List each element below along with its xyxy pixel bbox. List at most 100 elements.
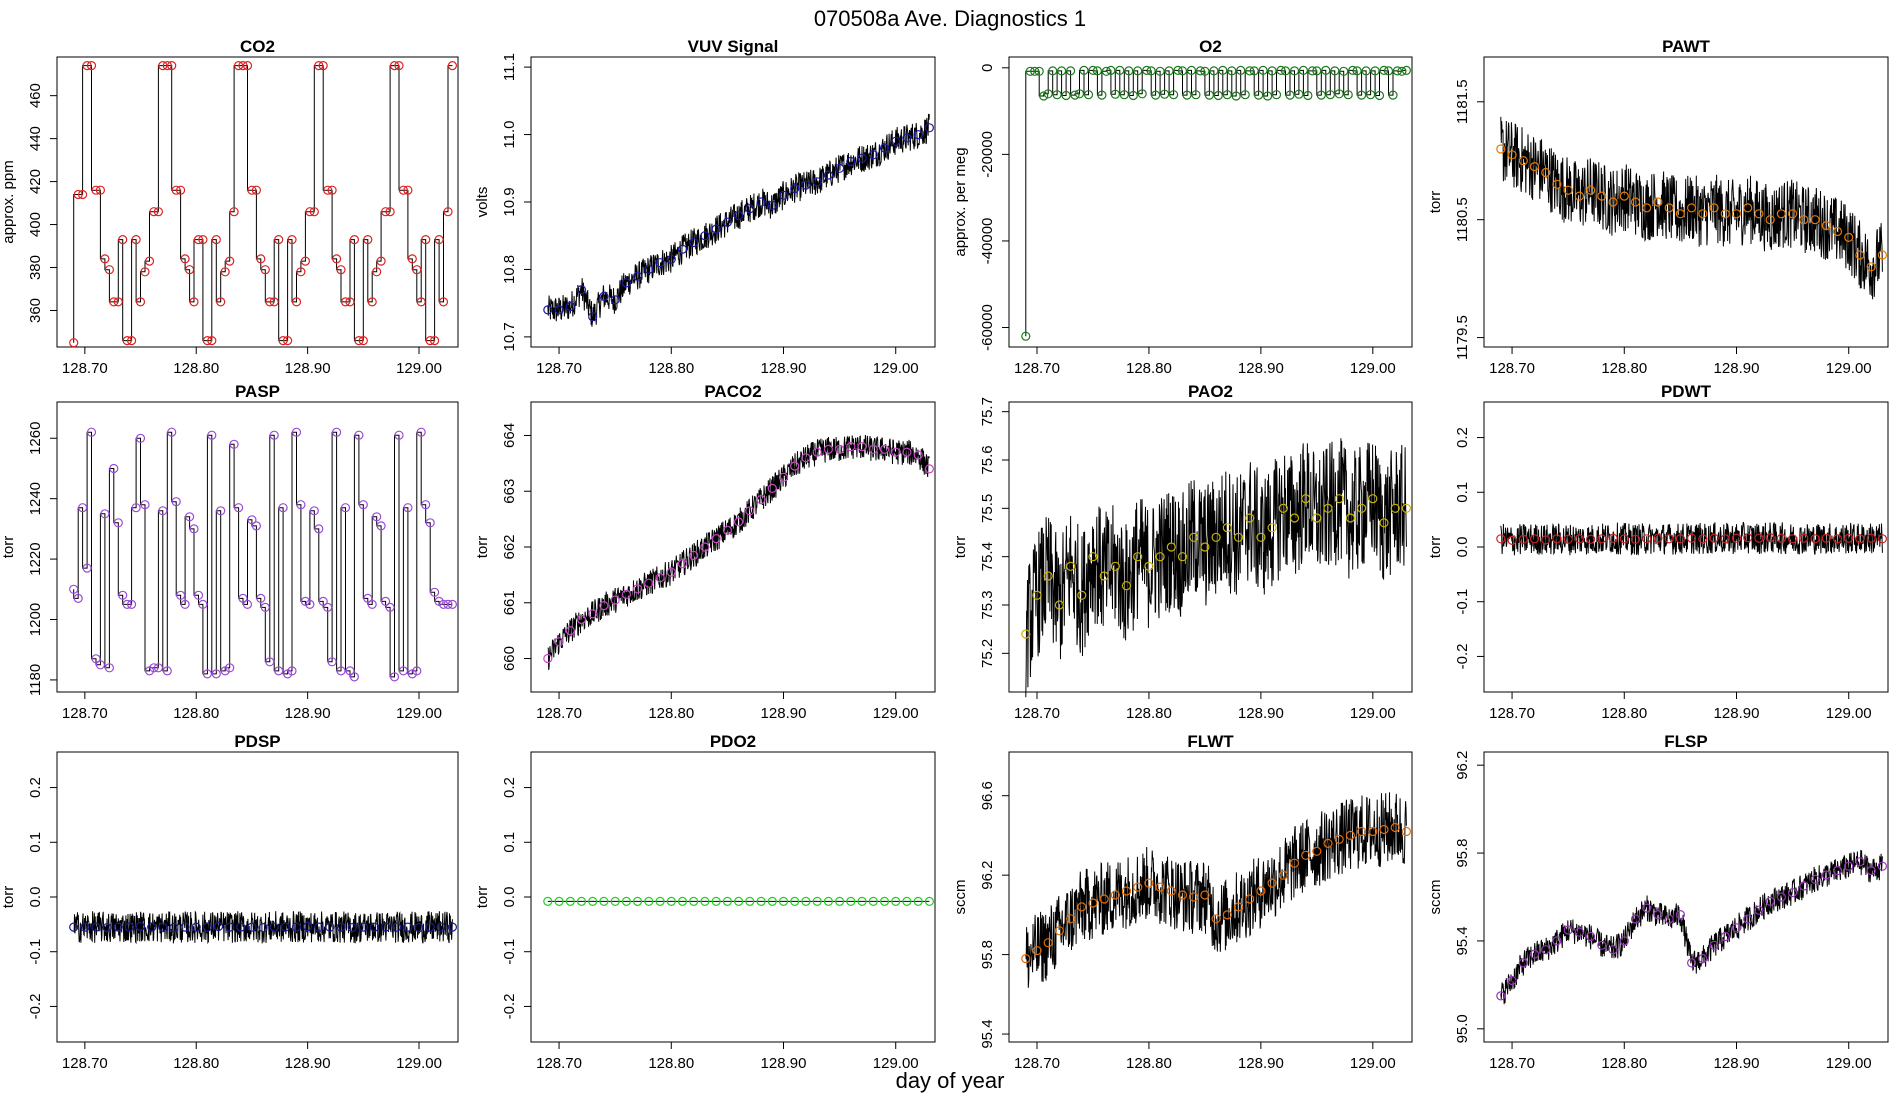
data-point xyxy=(1189,892,1199,902)
y-tick-label: 0.2 xyxy=(501,777,518,798)
panel-title: VUV Signal xyxy=(688,37,779,56)
x-tick-label: 128.80 xyxy=(648,360,694,377)
data-point xyxy=(1776,892,1787,902)
y-tick-label: 660 xyxy=(501,646,518,671)
data-point xyxy=(398,185,408,195)
data-point xyxy=(1133,882,1143,892)
data-point xyxy=(1285,90,1295,100)
data-point xyxy=(554,305,564,315)
data-point xyxy=(167,427,177,437)
plot-frame xyxy=(1008,56,1413,348)
data-point xyxy=(80,922,90,932)
data-point xyxy=(363,235,373,245)
data-point xyxy=(1877,250,1888,260)
data-point xyxy=(1541,167,1551,178)
data-point xyxy=(147,922,157,932)
data-point xyxy=(1368,826,1378,837)
data-point xyxy=(823,896,834,907)
x-tick-label: 128.80 xyxy=(173,1055,219,1072)
data-point xyxy=(225,663,235,673)
data-point xyxy=(924,123,935,133)
data-point xyxy=(1227,66,1237,76)
panel-title: CO2 xyxy=(240,37,275,56)
data-point xyxy=(1211,914,1221,924)
data-point xyxy=(1119,90,1129,100)
y-tick-label: 0.1 xyxy=(1454,482,1471,503)
data-point xyxy=(189,297,199,307)
data-point xyxy=(1821,221,1831,231)
data-point xyxy=(169,922,179,933)
data-point xyxy=(823,170,834,180)
data-point xyxy=(1200,542,1210,552)
data-point xyxy=(1664,534,1674,544)
data-point xyxy=(1720,931,1730,942)
data-point xyxy=(1507,975,1517,986)
data-point xyxy=(385,207,395,217)
data-point xyxy=(414,922,424,933)
data-point xyxy=(1866,533,1876,543)
panel-title: PASP xyxy=(235,382,280,401)
data-point xyxy=(140,267,150,277)
plot-frame xyxy=(56,751,459,1043)
data-point xyxy=(1213,90,1223,101)
y-tick-label: -0.1 xyxy=(501,939,518,965)
data-point xyxy=(722,896,733,907)
figure-title: 070508a Ave. Diagnostics 1 xyxy=(814,6,1086,31)
data-point xyxy=(677,896,688,907)
data-point xyxy=(381,596,391,607)
data-point xyxy=(180,922,190,932)
data-point xyxy=(86,427,97,437)
data-point xyxy=(225,256,235,266)
data-point xyxy=(857,153,867,163)
x-tick-label: 128.80 xyxy=(648,1055,694,1072)
data-point xyxy=(1642,903,1652,913)
data-point xyxy=(158,922,168,932)
data-point xyxy=(1334,494,1344,504)
data-point xyxy=(135,297,146,307)
panel-title: PDSP xyxy=(234,732,280,751)
data-point xyxy=(135,921,146,932)
data-point xyxy=(1209,66,1219,76)
data-point xyxy=(332,427,342,437)
data-point xyxy=(269,922,279,932)
data-point xyxy=(1258,65,1268,76)
data-point xyxy=(1392,66,1403,76)
data-point xyxy=(1155,552,1165,562)
data-point xyxy=(127,336,137,346)
data-point xyxy=(1390,503,1400,513)
data-point xyxy=(834,163,845,173)
data-point xyxy=(118,235,128,245)
data-point xyxy=(1608,197,1618,207)
data-point xyxy=(745,896,755,907)
data-point xyxy=(722,525,733,535)
data-point xyxy=(1731,533,1742,543)
data-point xyxy=(1289,513,1300,523)
panel-co2: CO2 approx. ppm 128.70 128.80 128.90 129.00 36… xyxy=(0,37,459,377)
data-point xyxy=(104,663,115,673)
data-point xyxy=(846,156,856,167)
data-point xyxy=(543,896,553,907)
series-line xyxy=(1025,438,1407,698)
data-point xyxy=(1146,66,1156,76)
y-tick-label: 75.6 xyxy=(979,445,996,474)
data-point xyxy=(576,285,587,295)
y-tick-label: -20000 xyxy=(979,131,996,178)
x-tick-label: 129.00 xyxy=(873,360,919,377)
data-point xyxy=(610,295,620,305)
data-point xyxy=(1574,191,1585,201)
x-tick-label: 128.70 xyxy=(62,360,108,377)
data-point xyxy=(149,207,159,217)
data-point xyxy=(1664,914,1674,924)
data-point xyxy=(1787,534,1798,544)
data-point xyxy=(1844,232,1854,242)
y-axis-label: torr xyxy=(1427,191,1444,214)
x-tick-label: 129.00 xyxy=(1350,705,1396,722)
data-point xyxy=(1743,203,1753,213)
data-point xyxy=(1110,561,1120,571)
panel-flwt: FLWT sccm 128.70 128.80 128.90 129.00 95.4 95.8… xyxy=(952,732,1413,1072)
data-point xyxy=(376,256,386,266)
data-point xyxy=(1106,65,1116,76)
data-point xyxy=(369,922,380,932)
data-point xyxy=(340,297,351,307)
data-point xyxy=(1675,909,1686,920)
